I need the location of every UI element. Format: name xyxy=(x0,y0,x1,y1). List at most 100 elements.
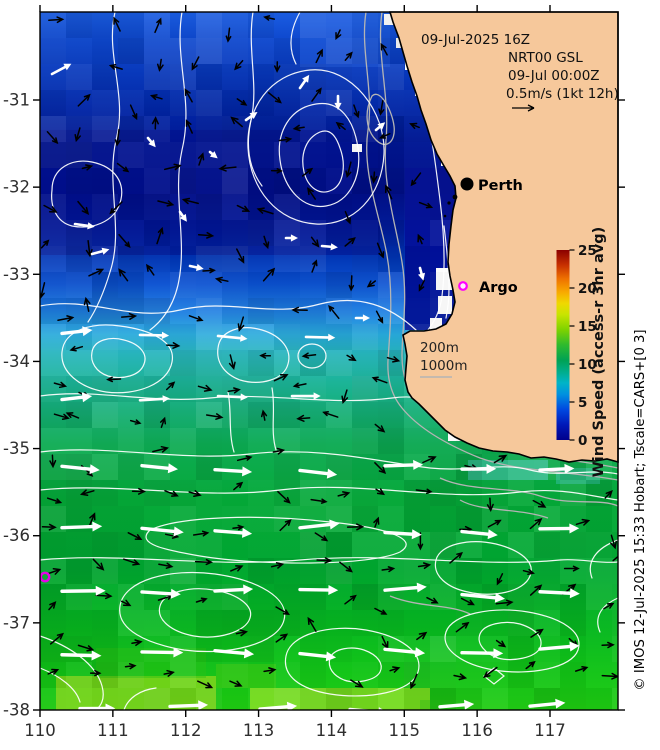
wind-arrow xyxy=(213,529,248,535)
current-arrow xyxy=(279,519,292,532)
pixel-cell xyxy=(196,688,248,740)
current-arrow xyxy=(236,98,248,106)
pixel-cell xyxy=(92,480,118,506)
pixel-cell xyxy=(508,480,560,532)
pixel-cell xyxy=(248,610,274,636)
current-arrow xyxy=(310,498,328,504)
current-arrow xyxy=(417,562,432,570)
pixel-cell xyxy=(300,116,326,142)
reference-arrow-icon xyxy=(512,104,535,112)
colorbar-ticks: 0 5 10 15 20 25 xyxy=(569,243,597,449)
pixel-cell xyxy=(144,12,170,38)
pixel-cell xyxy=(612,116,660,168)
pixel-cell xyxy=(378,428,404,454)
bathymetry-contours xyxy=(363,11,619,615)
pixel-cell xyxy=(274,428,300,454)
pixel-cell xyxy=(248,116,300,168)
pixel-cell xyxy=(66,350,92,376)
wind-arrow xyxy=(140,526,180,534)
pixel-cell xyxy=(40,376,92,428)
current-arrow xyxy=(601,641,615,649)
wind-arrow xyxy=(213,468,248,474)
current-arrow xyxy=(227,387,241,394)
current-arrow xyxy=(370,171,378,184)
wind-arrow-head xyxy=(173,647,184,658)
islet-dot xyxy=(443,214,447,218)
pixel-cell xyxy=(248,324,300,376)
current-arrow xyxy=(232,524,245,531)
pixel-cell xyxy=(222,194,248,220)
current-arrow xyxy=(149,94,163,101)
argo-marker xyxy=(458,281,468,291)
current-arrow xyxy=(165,381,176,391)
pixel-cell xyxy=(274,246,300,272)
pixel-cell xyxy=(40,662,66,688)
wind-arrow-head xyxy=(569,588,580,599)
pixel-cell xyxy=(196,376,248,428)
current-arrow xyxy=(522,568,535,576)
pixel-cell xyxy=(92,168,144,220)
bathymetry-line xyxy=(366,93,395,145)
pixel-cell xyxy=(196,12,248,64)
pixel-cell xyxy=(118,142,144,168)
current-arrow xyxy=(109,201,123,215)
pixel-cell xyxy=(66,246,92,272)
wind-arrow-head xyxy=(92,521,103,532)
ssh-contours xyxy=(39,11,619,711)
current-arrow xyxy=(191,56,200,71)
pixel-cell xyxy=(404,168,456,220)
axes: 110 111 112 113 114 115 116 117 -31 -32 -33 -34 -35 -… xyxy=(3,5,625,740)
pixel-cell xyxy=(274,454,300,480)
current-arrow xyxy=(345,161,352,179)
current-arrow xyxy=(214,276,229,284)
current-arrow xyxy=(197,231,215,239)
current-arrow xyxy=(335,29,342,41)
current-arrow xyxy=(291,306,308,314)
ssh-contour-line xyxy=(302,130,344,193)
pixel-cell xyxy=(612,688,660,740)
pixel-cell xyxy=(404,480,456,532)
current-arrow xyxy=(108,64,123,70)
wind-arrow xyxy=(216,334,245,340)
current-arrow xyxy=(272,447,286,455)
current-arrow xyxy=(77,93,91,107)
pixel-cell xyxy=(196,116,222,142)
pixel-cell xyxy=(222,298,248,324)
wind-arrow xyxy=(383,463,419,468)
pixel-cell xyxy=(92,402,118,428)
ssh-contour-line xyxy=(434,541,532,595)
current-arrow xyxy=(344,237,356,247)
current-arrow xyxy=(496,573,504,586)
wind-arrow-head xyxy=(63,63,72,71)
wind-arrow-head xyxy=(243,648,255,659)
pixel-cell xyxy=(40,272,92,324)
wind-arrow xyxy=(438,702,470,709)
ssh-contour-line xyxy=(158,588,252,638)
current-arrow xyxy=(124,663,137,670)
current-arrow xyxy=(315,48,323,64)
wind-arrow-head xyxy=(240,334,248,342)
y-axis-tick-label: -36 xyxy=(3,526,30,545)
pixel-cell xyxy=(66,532,92,558)
current-arrow xyxy=(335,121,346,131)
current-arrow xyxy=(46,497,63,504)
current-arrow xyxy=(123,558,141,566)
pixel-cell xyxy=(66,168,92,194)
current-arrow xyxy=(77,644,95,652)
vector-scale-label: 0.5m/s (1kt 12h) xyxy=(506,86,619,102)
wind-arrow-head xyxy=(82,326,93,337)
pixel-cell xyxy=(92,324,144,376)
pixel-cell xyxy=(222,402,248,428)
wind-arrow-head xyxy=(418,272,425,281)
pixel-cell xyxy=(534,532,560,558)
pixel-cell xyxy=(326,38,352,64)
pixel-cell xyxy=(40,246,66,272)
current-arrow xyxy=(529,584,543,596)
current-arrow xyxy=(339,561,353,573)
current-arrow xyxy=(270,168,283,174)
current-arrow xyxy=(495,639,507,648)
depth-200m-label: 200m xyxy=(420,340,459,356)
pixel-cell xyxy=(248,376,300,428)
pixel-cell xyxy=(274,142,300,168)
current-arrow xyxy=(314,532,329,542)
